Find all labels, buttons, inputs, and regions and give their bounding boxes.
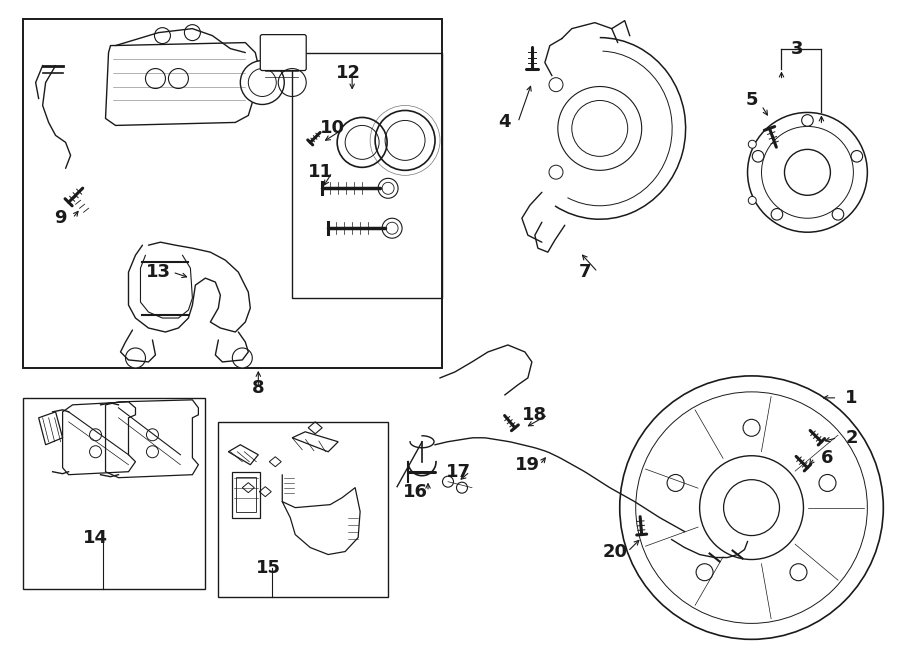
Text: 16: 16 [402, 483, 428, 500]
Text: 19: 19 [516, 455, 540, 474]
Bar [237, 477, 256, 512]
Text: 3: 3 [791, 40, 804, 58]
Text: 17: 17 [446, 463, 471, 481]
Text: 12: 12 [336, 64, 361, 81]
Text: 6: 6 [821, 449, 833, 467]
Circle shape [743, 419, 760, 436]
Circle shape [748, 140, 756, 148]
Circle shape [456, 482, 467, 493]
Circle shape [748, 197, 756, 205]
Circle shape [851, 150, 862, 162]
Circle shape [232, 348, 252, 368]
Text: 10: 10 [320, 119, 345, 138]
Circle shape [802, 115, 814, 126]
Bar [22, 19, 442, 368]
Text: 8: 8 [252, 379, 265, 397]
Bar [219, 422, 388, 597]
Circle shape [168, 69, 188, 89]
Circle shape [771, 209, 783, 220]
Text: 20: 20 [602, 543, 627, 561]
Text: 5: 5 [745, 91, 758, 109]
Text: 1: 1 [845, 389, 858, 407]
Circle shape [549, 77, 563, 91]
Bar [292, 52, 442, 298]
Circle shape [378, 178, 398, 199]
Circle shape [832, 209, 844, 220]
Circle shape [155, 28, 170, 44]
Circle shape [125, 348, 146, 368]
Circle shape [819, 475, 836, 491]
Circle shape [184, 24, 201, 40]
Text: 4: 4 [499, 113, 511, 132]
Text: 7: 7 [579, 263, 591, 281]
Text: 9: 9 [54, 209, 67, 227]
Bar [22, 398, 205, 589]
Text: 11: 11 [308, 164, 333, 181]
Text: 2: 2 [845, 429, 858, 447]
Circle shape [667, 475, 684, 491]
Circle shape [382, 218, 402, 238]
Circle shape [790, 564, 807, 581]
Text: 14: 14 [83, 528, 108, 547]
Circle shape [696, 564, 713, 581]
Circle shape [240, 60, 284, 105]
FancyBboxPatch shape [260, 34, 306, 71]
Circle shape [443, 476, 454, 487]
Circle shape [752, 150, 764, 162]
Text: 15: 15 [256, 559, 281, 577]
Circle shape [146, 69, 166, 89]
Text: 13: 13 [146, 263, 171, 281]
Circle shape [549, 166, 563, 179]
Text: 18: 18 [522, 406, 547, 424]
